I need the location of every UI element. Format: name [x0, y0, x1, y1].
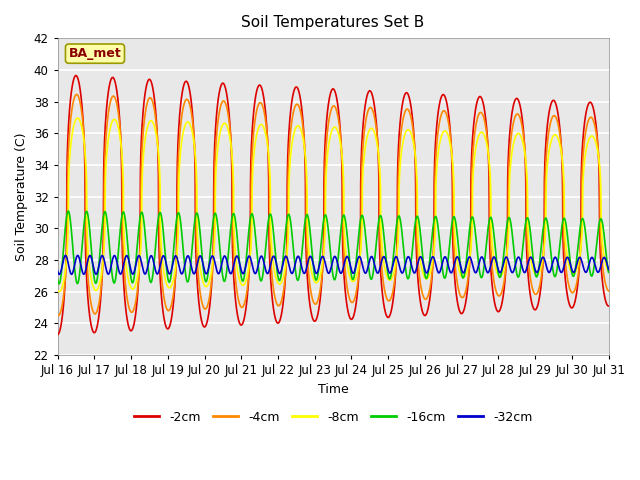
X-axis label: Time: Time [317, 383, 348, 396]
Title: Soil Temperatures Set B: Soil Temperatures Set B [241, 15, 425, 30]
Legend: -2cm, -4cm, -8cm, -16cm, -32cm: -2cm, -4cm, -8cm, -16cm, -32cm [129, 406, 537, 429]
Y-axis label: Soil Temperature (C): Soil Temperature (C) [15, 132, 28, 261]
Text: BA_met: BA_met [68, 47, 122, 60]
